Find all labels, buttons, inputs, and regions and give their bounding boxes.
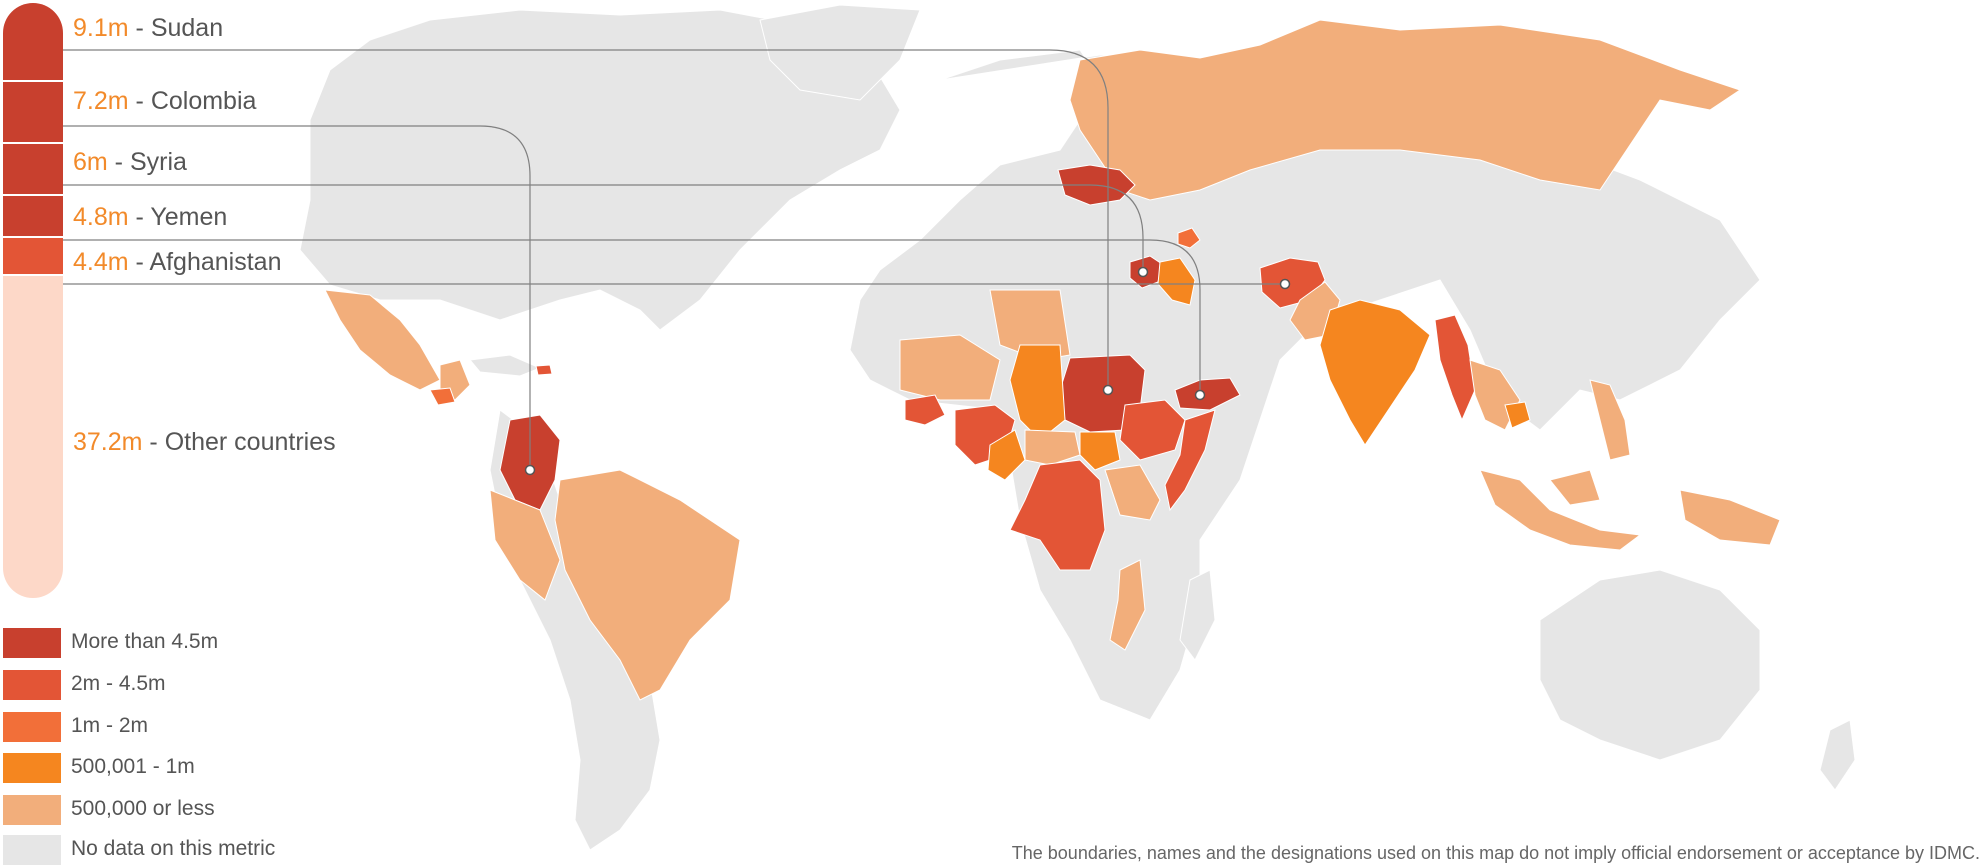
country-india: [1319, 299, 1431, 446]
legend-swatch: [3, 628, 61, 658]
disclaimer-text: The boundaries, names and the designatio…: [1011, 843, 1980, 863]
marker-sudan: [1102, 384, 1114, 396]
land-north-america: [299, 9, 901, 331]
marker-colombia: [524, 464, 536, 476]
country-philippines: [1589, 379, 1631, 461]
land-new-zealand: [1819, 719, 1856, 791]
legend-label: 500,000 or less: [71, 797, 215, 820]
legend-label: More than 4.5m: [71, 630, 219, 653]
legend-swatch: [3, 753, 61, 783]
country-somalia: [1164, 409, 1216, 512]
country-mexico: [324, 289, 441, 391]
bar-segment-afghanistan: [3, 237, 63, 276]
country-cambodia: [1504, 401, 1531, 429]
bar-segment-other-countries: [3, 275, 63, 598]
legend-swatch: [3, 670, 61, 700]
leader-line-yemen: [63, 239, 1201, 395]
legend-label: 2m - 4.5m: [71, 672, 166, 695]
bar-value-yemen: 4.8m: [73, 203, 129, 231]
country-indonesia: [1479, 469, 1781, 551]
bar-country-colombia: Colombia: [150, 87, 257, 115]
country-cameroon: [987, 429, 1026, 481]
country-ethiopia: [1119, 399, 1186, 461]
country-east-africa: [1104, 464, 1161, 521]
bar-value-sudan: 9.1m: [73, 14, 129, 42]
leader-line-sudan: [63, 49, 1109, 390]
bar-country-other: Other countries: [164, 428, 336, 456]
bar-label-sudan: 9.1m - Sudan: [73, 14, 224, 42]
land-greenland: [759, 4, 921, 101]
bar-label-yemen: 4.8m - Yemen: [73, 203, 228, 231]
country-mozambique: [1109, 559, 1146, 651]
legend-swatch: [3, 835, 61, 865]
leader-line-colombia: [63, 125, 531, 470]
bar-country-yemen: Yemen: [150, 203, 228, 231]
leader-line-syria: [63, 184, 1144, 272]
marker-syria: [1137, 266, 1149, 278]
country-burkina-faso: [904, 394, 946, 426]
bar-country-syria: Syria: [129, 148, 187, 176]
bar-country-afghanistan: Afghanistan: [149, 248, 282, 276]
land-madagascar: [1179, 569, 1216, 661]
country-peru: [489, 489, 561, 601]
country-car: [1024, 429, 1081, 466]
legend-label: 1m - 2m: [71, 714, 149, 737]
legend-label: No data on this metric: [71, 837, 276, 860]
country-haiti: [535, 364, 553, 376]
bar-value-other: 37.2m: [73, 428, 143, 456]
country-sahel: [899, 334, 1001, 401]
bar-value-afghanistan: 4.4m: [73, 248, 129, 276]
legend-swatch: [3, 712, 61, 742]
legend-swatch: [3, 795, 61, 825]
bar-label-afghanistan: 4.4m - Afghanistan: [73, 248, 282, 276]
bar-label-colombia: 7.2m - Colombia: [73, 87, 257, 115]
country-brazil: [554, 469, 741, 701]
leader-lines: [63, 49, 1285, 470]
country-russia: [1069, 19, 1742, 201]
country-myanmar: [1434, 314, 1476, 422]
bar-segment-sudan: [3, 3, 63, 82]
bar-segment-yemen: [3, 196, 63, 238]
marker-afghanistan: [1279, 278, 1291, 290]
bar-country-sudan: Sudan: [150, 14, 224, 42]
legend-label: 500,001 - 1m: [71, 755, 195, 778]
bar-segment-colombia: [3, 81, 63, 145]
country-azerbaijan: [1177, 227, 1201, 249]
bar-label-syria: 6m - Syria: [73, 148, 187, 176]
country-south-sudan: [1079, 431, 1121, 471]
country-drc: [1009, 459, 1106, 571]
land-australia: [1539, 569, 1761, 761]
bar-label-other: 37.2m - Other countries: [73, 428, 336, 456]
marker-yemen: [1194, 389, 1206, 401]
bar-segment-syria: [3, 144, 63, 197]
bar-value-syria: 6m: [73, 148, 108, 176]
country-honduras: [429, 387, 456, 406]
bar-value-colombia: 7.2m: [73, 87, 129, 115]
